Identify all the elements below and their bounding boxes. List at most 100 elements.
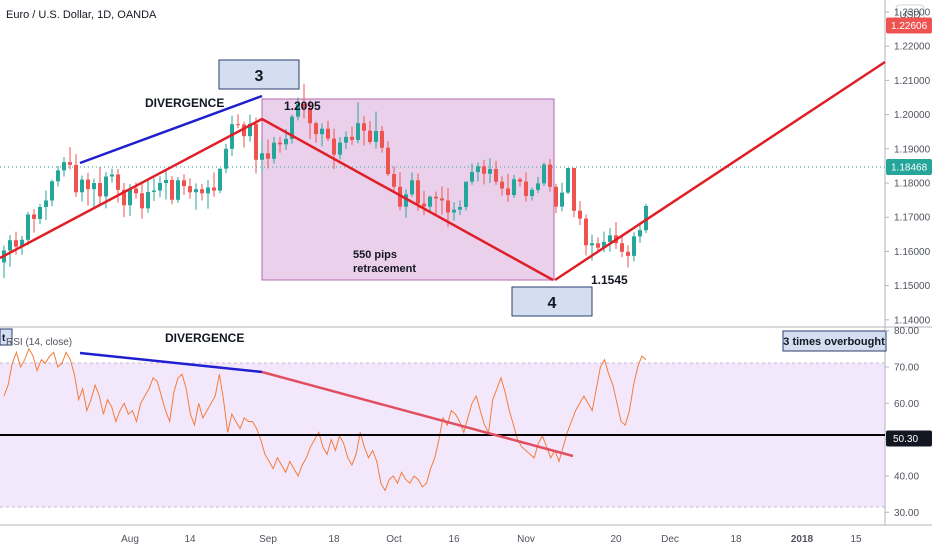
candle-body bbox=[278, 142, 282, 145]
candle-body bbox=[170, 179, 174, 200]
candle bbox=[392, 166, 396, 193]
candle-body bbox=[296, 104, 300, 117]
price-axis[interactable]: 1.14000 1.15000 1.16000 1.17000 1.18000 1.190… bbox=[885, 7, 932, 326]
candle-body bbox=[200, 189, 204, 194]
candle-body bbox=[548, 164, 552, 187]
rsi-axis-label: 80.00 bbox=[894, 326, 919, 337]
candle-body bbox=[326, 128, 330, 139]
rsi-legend-button[interactable]: t bbox=[0, 328, 13, 346]
candle bbox=[572, 167, 576, 218]
candle-body bbox=[626, 251, 630, 256]
candle bbox=[188, 178, 192, 199]
candle bbox=[404, 189, 408, 218]
retracement-label-line2: retracement bbox=[353, 263, 416, 275]
price-axis-label: 1.16000 bbox=[894, 247, 931, 258]
candle-body bbox=[392, 174, 396, 187]
candle-body bbox=[92, 183, 96, 190]
candle bbox=[512, 174, 516, 198]
uptrend-line-1 bbox=[0, 117, 263, 260]
candle-body bbox=[146, 191, 150, 209]
candle bbox=[200, 184, 204, 201]
candle bbox=[638, 224, 642, 243]
rsi-divergence-line-red bbox=[261, 370, 574, 458]
candle bbox=[344, 131, 348, 150]
candle bbox=[584, 214, 588, 256]
wave-4-label: 4 bbox=[548, 295, 557, 312]
candle-body bbox=[344, 136, 348, 143]
candle-body bbox=[236, 124, 240, 126]
candle-body bbox=[164, 179, 168, 184]
candle-body bbox=[272, 142, 276, 159]
candle-body bbox=[320, 128, 324, 135]
price-axis-label: 1.15000 bbox=[894, 281, 931, 292]
candle bbox=[140, 183, 144, 219]
candle-body bbox=[290, 116, 294, 139]
candle-body bbox=[128, 188, 132, 206]
candle-body bbox=[140, 193, 144, 209]
candle-body bbox=[98, 183, 102, 197]
candle-body bbox=[242, 124, 246, 137]
candle bbox=[302, 83, 306, 119]
candle bbox=[290, 114, 294, 144]
time-axis-label: 2018 bbox=[791, 534, 814, 545]
candle-body bbox=[248, 123, 252, 137]
candle-body bbox=[374, 131, 378, 142]
candle bbox=[236, 114, 240, 129]
candle bbox=[578, 201, 582, 226]
candle-body bbox=[632, 236, 636, 256]
price-divergence-line bbox=[79, 94, 263, 165]
candle-body bbox=[608, 235, 612, 242]
candle-body bbox=[122, 189, 126, 206]
time-axis-label: Dec bbox=[661, 534, 679, 545]
rsi-line bbox=[3, 347, 647, 492]
rsi-axis-label: 70.00 bbox=[894, 362, 919, 373]
candle-body bbox=[440, 198, 444, 201]
candle bbox=[542, 162, 546, 187]
candle bbox=[56, 165, 60, 187]
rsi-value-tag-background bbox=[886, 430, 932, 447]
candle bbox=[326, 120, 330, 142]
candle bbox=[470, 163, 474, 185]
candle bbox=[182, 174, 186, 195]
chart-title: Euro / U.S. Dollar, 1D, OANDA bbox=[6, 9, 157, 21]
time-axis-label: Sep bbox=[259, 534, 277, 545]
candle bbox=[8, 235, 12, 267]
candle bbox=[410, 172, 414, 197]
candle bbox=[500, 176, 504, 196]
candle-body bbox=[134, 188, 138, 194]
candle bbox=[26, 212, 30, 246]
candle-body bbox=[422, 203, 426, 207]
candle bbox=[356, 102, 360, 144]
candle bbox=[32, 209, 36, 233]
candle-body bbox=[512, 179, 516, 195]
time-axis[interactable]: Aug 14 Sep 18 Oct 16 Nov 20 Dec 18 2018 15 bbox=[121, 534, 862, 545]
candle-body bbox=[314, 123, 318, 135]
candle bbox=[176, 176, 180, 203]
candle-body bbox=[488, 169, 492, 174]
candle-body bbox=[452, 209, 456, 213]
candle-body bbox=[284, 138, 288, 145]
candle-body bbox=[212, 187, 216, 191]
candle bbox=[440, 186, 444, 215]
candle bbox=[14, 231, 18, 255]
candle bbox=[152, 178, 156, 201]
candle bbox=[86, 172, 90, 206]
wave-3-label: 3 bbox=[255, 68, 264, 85]
candle-body bbox=[470, 172, 474, 182]
candle-body bbox=[254, 123, 258, 160]
rsi-legend-button-label[interactable]: t bbox=[2, 333, 6, 344]
candle-body bbox=[578, 210, 582, 219]
currency-button-label[interactable]: USD bbox=[899, 10, 920, 21]
candle-body bbox=[446, 200, 450, 213]
candle-body bbox=[566, 167, 570, 193]
candle bbox=[308, 100, 312, 139]
candle bbox=[464, 181, 468, 211]
candle bbox=[278, 136, 282, 153]
candle bbox=[164, 168, 168, 200]
candle-body bbox=[176, 180, 180, 200]
time-axis-label: Nov bbox=[517, 534, 535, 545]
price-axis-label: 1.19000 bbox=[894, 144, 931, 155]
candle-body bbox=[182, 180, 186, 187]
